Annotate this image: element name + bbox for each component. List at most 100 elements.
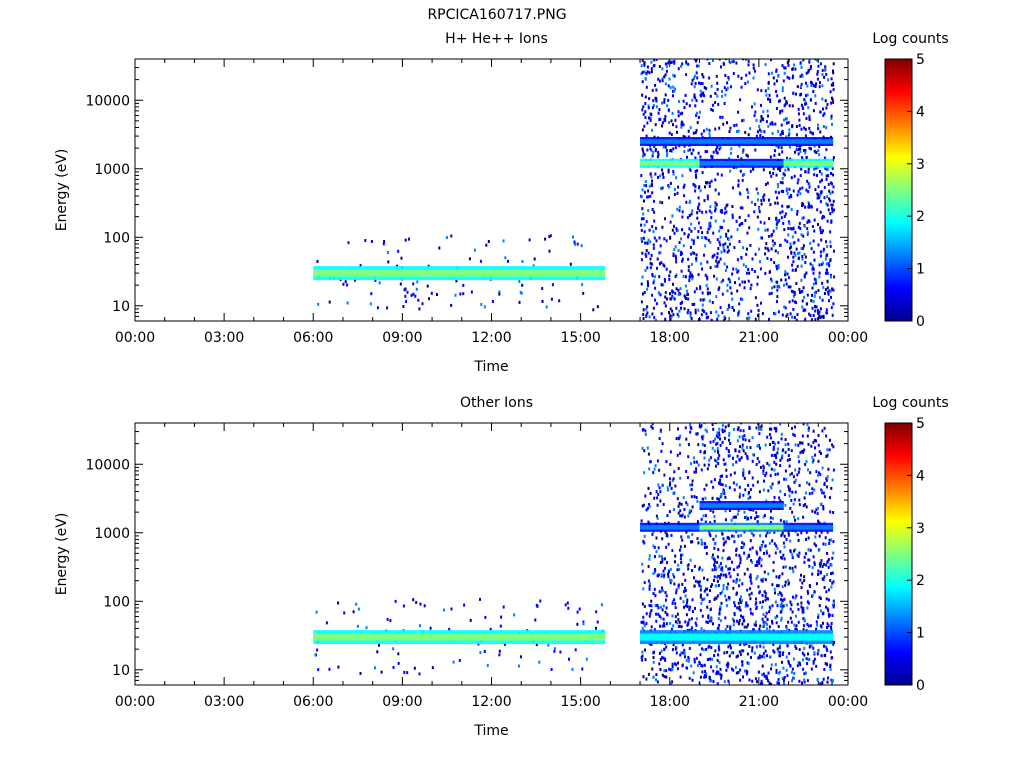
count-cell <box>828 189 831 193</box>
count-cell <box>797 148 800 151</box>
count-cell <box>643 70 646 74</box>
count-cell <box>686 535 689 539</box>
count-cell <box>823 644 825 648</box>
plot-area <box>313 59 836 321</box>
count-cell <box>822 113 825 117</box>
count-cell <box>832 83 835 87</box>
count-cell <box>761 312 764 316</box>
count-cell <box>668 77 671 81</box>
count-cell <box>646 121 649 125</box>
count-cell <box>812 271 815 275</box>
count-cell <box>739 642 742 646</box>
count-cell <box>727 567 730 571</box>
count-cell <box>659 244 662 248</box>
count-cell <box>718 431 720 435</box>
count-cell <box>704 514 707 518</box>
count-cell <box>808 60 811 64</box>
count-cell <box>797 620 800 624</box>
count-cell <box>814 166 817 170</box>
count-cell <box>821 680 824 684</box>
count-cell <box>756 215 759 219</box>
count-cell <box>750 309 753 313</box>
count-cell <box>792 260 795 264</box>
count-cell <box>770 258 773 261</box>
count-cell <box>669 292 671 296</box>
count-cell <box>535 643 538 647</box>
count-cell <box>756 444 759 448</box>
count-cell <box>502 605 505 609</box>
count-cell <box>811 264 814 268</box>
count-cell <box>738 283 741 287</box>
count-cell <box>743 172 746 176</box>
count-cell <box>831 96 833 100</box>
count-cell <box>753 270 756 273</box>
count-cell <box>825 590 828 594</box>
count-cell <box>728 486 731 490</box>
count-cell <box>699 226 702 230</box>
count-cell <box>518 279 521 283</box>
count-cell <box>742 649 745 653</box>
count-cell <box>776 107 778 110</box>
count-cell <box>674 560 676 564</box>
count-cell <box>783 215 786 218</box>
count-cell <box>676 130 678 134</box>
count-cell <box>770 277 772 281</box>
count-cell <box>806 302 808 306</box>
count-cell <box>683 648 686 652</box>
count-cell <box>673 470 676 474</box>
count-cell <box>819 130 822 134</box>
count-cell <box>799 174 802 178</box>
count-cell <box>707 315 709 319</box>
count-cell <box>764 649 767 653</box>
count-cell <box>643 291 646 294</box>
count-cell <box>773 650 776 654</box>
count-cell <box>716 145 719 149</box>
count-cell <box>727 449 730 453</box>
count-cell <box>672 313 675 317</box>
count-cell <box>830 77 833 81</box>
count-cell <box>642 587 645 591</box>
count-cell <box>739 668 742 672</box>
count-cell <box>820 502 823 506</box>
count-cell <box>772 560 775 564</box>
count-cell <box>832 599 835 603</box>
count-cell <box>651 293 654 297</box>
count-cell <box>793 515 796 519</box>
count-cell <box>773 530 776 534</box>
count-cell <box>806 434 809 438</box>
count-cell <box>699 425 702 429</box>
count-cell <box>682 572 685 576</box>
count-cell <box>729 509 731 512</box>
count-cell <box>544 237 547 241</box>
count-cell <box>819 250 822 254</box>
count-cell <box>774 600 777 604</box>
count-cell <box>784 580 787 584</box>
count-cell <box>798 460 801 464</box>
count-cell <box>659 624 661 628</box>
count-cell <box>742 473 745 477</box>
count-cell <box>681 643 684 647</box>
count-cell <box>716 261 719 265</box>
count-cell <box>640 656 643 659</box>
count-cell <box>647 209 650 212</box>
count-cell <box>726 536 729 540</box>
count-cell <box>676 191 679 195</box>
count-cell <box>724 74 727 77</box>
count-cell <box>641 602 644 606</box>
count-cell <box>694 607 696 610</box>
count-cell <box>717 288 720 291</box>
count-cell <box>709 311 712 315</box>
count-cell <box>702 91 705 95</box>
count-cell <box>719 672 722 676</box>
count-cell <box>661 186 664 190</box>
count-cell <box>756 575 759 578</box>
count-cell <box>756 457 759 460</box>
count-cell <box>688 275 691 279</box>
count-cell <box>776 265 778 269</box>
count-cell <box>698 185 701 189</box>
count-cell <box>776 280 779 284</box>
count-cell <box>765 242 768 246</box>
count-cell <box>679 596 682 600</box>
count-cell <box>808 117 811 121</box>
count-cell <box>802 309 805 313</box>
